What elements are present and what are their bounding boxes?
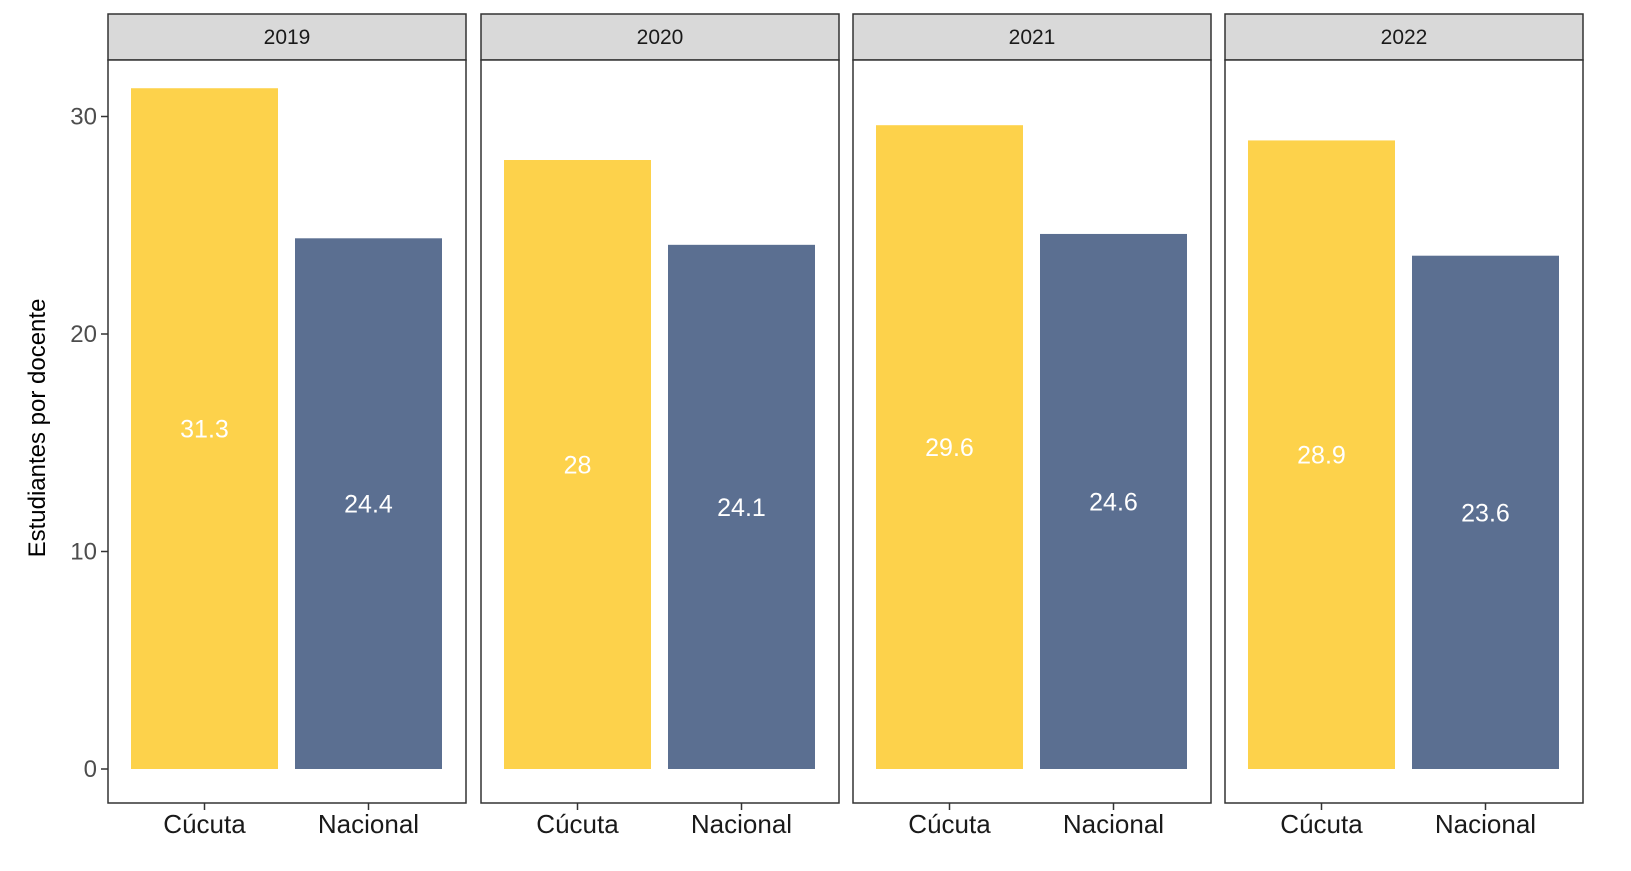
bar-nacional-2020 [668, 244, 815, 769]
x-tick-label: Nacional [1435, 809, 1536, 839]
bar-value-label: 23.6 [1461, 499, 1510, 527]
x-tick-label: Nacional [1063, 809, 1164, 839]
facet-panel-2022: 2022 28.9 Cúcuta 23.6 Nacional [1224, 13, 1584, 839]
x-tick-label: Cúcuta [908, 809, 991, 839]
bar-value-label: 24.1 [717, 494, 766, 522]
y-tick-label: 20 [70, 321, 97, 348]
x-tick-label: Cúcuta [1280, 809, 1363, 839]
bar-cucuta-2020 [504, 160, 651, 769]
bar-nacional-2019 [295, 238, 442, 770]
bar-nacional-2021 [1040, 233, 1187, 769]
x-tick-label: Nacional [318, 809, 419, 839]
x-tick-label: Cúcuta [163, 809, 246, 839]
facet-strip [480, 13, 840, 61]
bar-value-label: 31.3 [180, 416, 229, 444]
bar-value-label: 29.6 [925, 434, 974, 462]
facet-panel-2019: 2019 31.3 Cúcuta 24.4 Nacional [107, 13, 467, 839]
facet-strip [107, 13, 467, 61]
bar-nacional-2022 [1412, 255, 1559, 769]
y-tick-label: 10 [70, 539, 97, 566]
x-tick-label: Nacional [691, 809, 792, 839]
facet-panels: 2019 31.3 Cúcuta 24.4 Nacional 2020 28 Cúcuta 24… [107, 13, 1584, 839]
facet-strip [852, 13, 1212, 61]
bar-value-label: 24.6 [1089, 488, 1138, 516]
bar-value-label: 28 [564, 452, 592, 480]
y-axis: 0 10 20 30 [70, 104, 108, 783]
y-tick-label: 0 [84, 756, 97, 783]
facet-strip-label: 2022 [1381, 26, 1428, 49]
bar-cucuta-2022 [1248, 140, 1395, 770]
bar-cucuta-2021 [876, 125, 1023, 769]
facet-strip-label: 2019 [264, 26, 311, 49]
facet-strip-label: 2021 [1009, 26, 1056, 49]
bar-value-label: 28.9 [1297, 442, 1346, 470]
facet-strip [1224, 13, 1584, 61]
bar-cucuta-2019 [131, 88, 278, 770]
facet-panel-2020: 2020 28 Cúcuta 24.1 Nacional [480, 13, 840, 839]
facet-strip-label: 2020 [637, 26, 684, 49]
y-axis-title: Estudiantes por docente [24, 299, 51, 558]
bar-value-label: 24.4 [344, 491, 393, 519]
x-tick-label: Cúcuta [536, 809, 619, 839]
facet-panel-2021: 2021 29.6 Cúcuta 24.6 Nacional [852, 13, 1212, 839]
y-tick-label: 30 [70, 104, 97, 131]
